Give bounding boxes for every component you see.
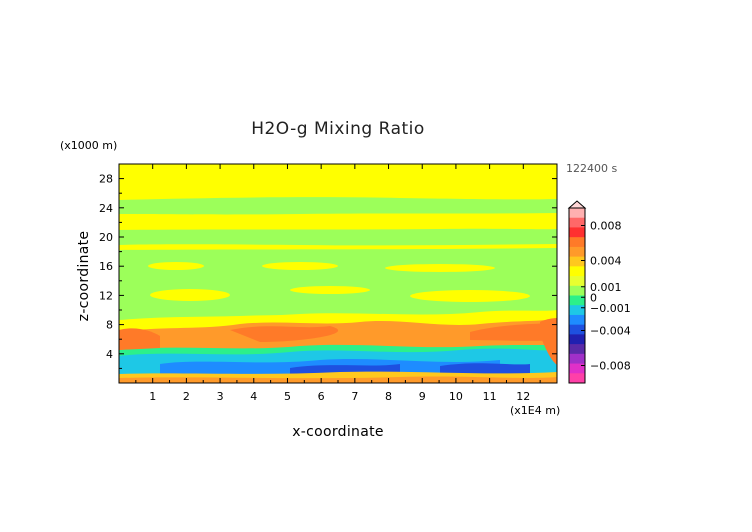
y-tick-label: 4 [106,348,113,361]
colorbar-swatch [569,344,585,355]
colorbar-swatch [569,373,585,384]
colorbar-label: −0.001 [590,302,631,315]
y-tick-label: 12 [99,289,113,302]
colorbar-swatch [569,217,585,228]
y-tick-label: 8 [106,319,113,332]
colorbar-swatch [569,305,585,316]
colorbar-swatch [569,208,585,219]
y-axis-title: z-coordinate [76,231,92,322]
time-label: 122400 s [566,162,617,175]
colorbar-swatch [569,295,585,306]
colorbar-label: −0.008 [590,360,631,373]
x-tick-label: 3 [217,390,224,403]
colorbar [567,200,587,384]
y-tick-label: 28 [99,173,113,186]
x-tick-label: 5 [284,390,291,403]
y-axis: 4 8 12 16 20 24 28 [99,173,557,369]
x-tick-label: 9 [419,390,426,403]
colorbar-swatch [569,227,585,238]
colorbar-swatch [569,285,585,296]
colorbar-swatch [569,266,585,277]
x-tick-label: 2 [183,390,190,403]
x-tick-label: 10 [449,390,463,403]
colorbar-label: 0.001 [590,281,622,294]
colorbar-swatch [569,246,585,258]
colorbar-swatch [569,314,585,326]
colorbar-swatch [569,363,585,374]
colorbar-label: −0.004 [590,325,631,338]
colorbar-label: 0 [590,291,597,304]
colorbar-swatch [569,276,585,287]
colorbar-swatch [569,353,585,365]
x-tick-label: 7 [351,390,358,403]
colorbar-swatch [569,324,585,335]
x-tick-label: 4 [250,390,257,403]
x-tick-label: 8 [385,390,392,403]
y-tick-label: 24 [99,202,113,215]
x-axis-title: x-coordinate [292,424,384,440]
colorbar-arrow [567,200,587,209]
x-tick-label: 6 [318,390,325,403]
y-tick-label: 16 [99,260,113,273]
y-unit-label: (x1000 m) [60,139,117,152]
x-tick-label: 11 [483,390,497,403]
x-axis: 1 2 3 4 5 6 7 8 9 10 11 12 [135,164,541,403]
x-unit-label: (x1E4 m) [510,404,560,417]
colorbar-label: 0.008 [590,220,622,233]
colorbar-label: 0.004 [590,255,622,268]
x-tick-label: 12 [516,390,530,403]
colorbar-swatch [569,237,585,248]
x-tick-label: 1 [149,390,156,403]
y-tick-label: 20 [99,231,113,244]
colorbar-swatch [569,256,585,267]
colorbar-swatch [569,334,585,345]
chart-title: H2O-g Mixing Ratio [251,119,425,139]
contour-field [119,164,557,383]
